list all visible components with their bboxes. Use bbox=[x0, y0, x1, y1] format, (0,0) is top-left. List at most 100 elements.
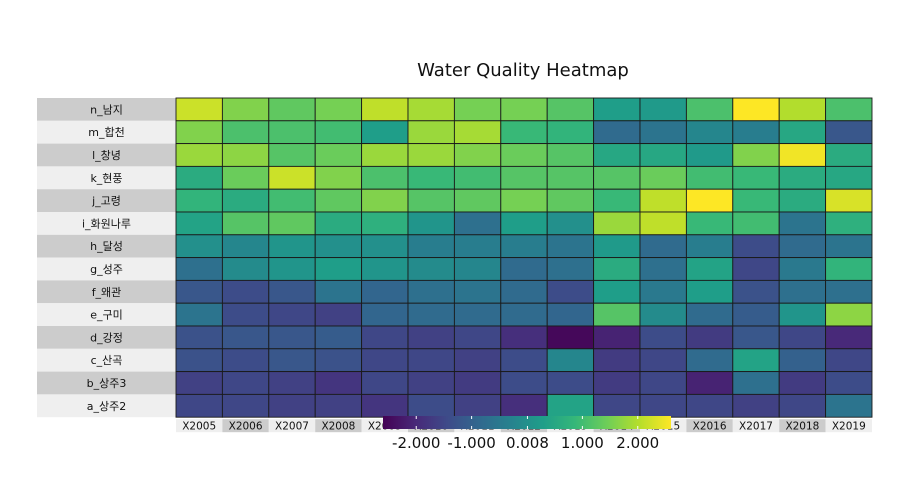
heatmap-cell bbox=[732, 393, 780, 418]
heatmap-cell bbox=[593, 120, 641, 145]
heatmap-cell bbox=[268, 97, 316, 122]
heatmap-cell bbox=[453, 165, 502, 190]
y-tick-label: g_성주 bbox=[90, 263, 123, 276]
heatmap-cell bbox=[825, 325, 873, 350]
heatmap-cell bbox=[546, 279, 595, 304]
heatmap-cell bbox=[593, 165, 641, 190]
heatmap-cell bbox=[221, 234, 270, 259]
heatmap-cell bbox=[685, 143, 734, 167]
heatmap-cell bbox=[314, 325, 363, 350]
heatmap-cell bbox=[825, 143, 873, 167]
heatmap-cell bbox=[593, 143, 641, 167]
heatmap-cell bbox=[732, 279, 780, 304]
heatmap-cell bbox=[778, 279, 827, 304]
heatmap-cell bbox=[175, 234, 223, 259]
y-label-band bbox=[37, 371, 176, 395]
heatmap-cell bbox=[407, 393, 455, 418]
heatmap-cell bbox=[685, 348, 734, 373]
heatmap-cell bbox=[407, 348, 455, 373]
heatmap-cell bbox=[732, 188, 780, 213]
heatmap-cell bbox=[639, 97, 687, 122]
heatmap-cell bbox=[361, 371, 409, 395]
colorbar-tick-label: -2.000 bbox=[392, 434, 440, 452]
x-label-band bbox=[315, 419, 362, 433]
x-tick-label: X2016 bbox=[693, 421, 727, 433]
heatmap-cell bbox=[407, 143, 455, 167]
colorbar-tick-label: -1.000 bbox=[447, 434, 495, 452]
heatmap-cell bbox=[500, 371, 548, 395]
heatmap-cell bbox=[268, 211, 316, 236]
heatmap-cell bbox=[268, 393, 316, 418]
heatmap-cell bbox=[361, 393, 409, 418]
heatmap-cell bbox=[778, 302, 827, 327]
heatmap-cell bbox=[778, 211, 827, 236]
heatmap-cell bbox=[361, 97, 409, 122]
heatmap-cell bbox=[685, 371, 734, 395]
heatmap-cell bbox=[500, 348, 548, 373]
heatmap-cell bbox=[500, 143, 548, 167]
y-axis-labels: n_남지 m_합천 l_창녕 k_현풍 j_고령 i_화원나루 h_달성 g_성주 f_왜관 e_… bbox=[37, 98, 176, 418]
heatmap-cell bbox=[314, 257, 363, 281]
heatmap-cell bbox=[268, 188, 316, 213]
heatmap-cell bbox=[361, 143, 409, 167]
heatmap-cell bbox=[407, 325, 455, 350]
heatmap-cell bbox=[407, 120, 455, 145]
heatmap-cell bbox=[732, 348, 780, 373]
heatmap-cell bbox=[685, 279, 734, 304]
heatmap-cell bbox=[314, 348, 363, 373]
heatmap-cell bbox=[268, 257, 316, 281]
y-tick-label: l_창녕 bbox=[92, 149, 121, 162]
y-tick-label: i_화원나루 bbox=[82, 217, 131, 230]
y-tick-label: a_상주2 bbox=[87, 400, 126, 413]
x-label-band bbox=[732, 419, 780, 433]
heatmap-cell bbox=[778, 143, 827, 167]
heatmap-cell bbox=[732, 211, 780, 236]
y-tick-label: d_강정 bbox=[90, 331, 123, 344]
heatmap-cell bbox=[314, 279, 363, 304]
x-label-band bbox=[825, 419, 872, 433]
heatmap-cell bbox=[175, 325, 223, 350]
heatmap-cell bbox=[778, 371, 827, 395]
heatmap-cell bbox=[453, 120, 502, 145]
heatmap-cell bbox=[778, 120, 827, 145]
heatmap-cell bbox=[546, 120, 595, 145]
heatmap-cell bbox=[825, 165, 873, 190]
heatmap-cell bbox=[825, 257, 873, 281]
heatmap-cell bbox=[546, 393, 595, 418]
heatmap-cell bbox=[825, 97, 873, 122]
heatmap-cell bbox=[639, 188, 687, 213]
heatmap-cell bbox=[732, 302, 780, 327]
heatmap-cell bbox=[407, 257, 455, 281]
heatmap-cell bbox=[639, 165, 687, 190]
heatmap-cell bbox=[500, 257, 548, 281]
heatmap-cell bbox=[685, 257, 734, 281]
heatmap-cell bbox=[778, 188, 827, 213]
x-tick-label: X2018 bbox=[785, 421, 819, 433]
y-label-band bbox=[37, 143, 176, 167]
y-label-band bbox=[37, 234, 176, 258]
heatmap-cell bbox=[778, 325, 827, 350]
heatmap-cell bbox=[314, 97, 363, 122]
y-tick-label: k_현풍 bbox=[90, 172, 122, 185]
heatmap-cell bbox=[639, 348, 687, 373]
heatmap-cell bbox=[314, 393, 363, 418]
heatmap-cell bbox=[500, 165, 548, 190]
heatmap-cell bbox=[268, 302, 316, 327]
colorbar-tick-label: 2.000 bbox=[616, 434, 659, 452]
heatmap-cell bbox=[546, 143, 595, 167]
heatmap-cell bbox=[732, 165, 780, 190]
heatmap-cell bbox=[500, 120, 548, 145]
heatmap-cell bbox=[732, 371, 780, 395]
x-tick-label: X2005 bbox=[182, 421, 216, 433]
heatmap-cell bbox=[407, 165, 455, 190]
heatmap-cell bbox=[685, 234, 734, 259]
heatmap-cell bbox=[778, 257, 827, 281]
heatmap-cell bbox=[361, 279, 409, 304]
heatmap-cell bbox=[546, 302, 595, 327]
heatmap-cell bbox=[685, 97, 734, 122]
heatmap-cell bbox=[361, 325, 409, 350]
heatmap-cell bbox=[453, 325, 502, 350]
x-tick-label: X2008 bbox=[321, 421, 355, 433]
heatmap-cell bbox=[825, 302, 873, 327]
heatmap-cell bbox=[361, 302, 409, 327]
